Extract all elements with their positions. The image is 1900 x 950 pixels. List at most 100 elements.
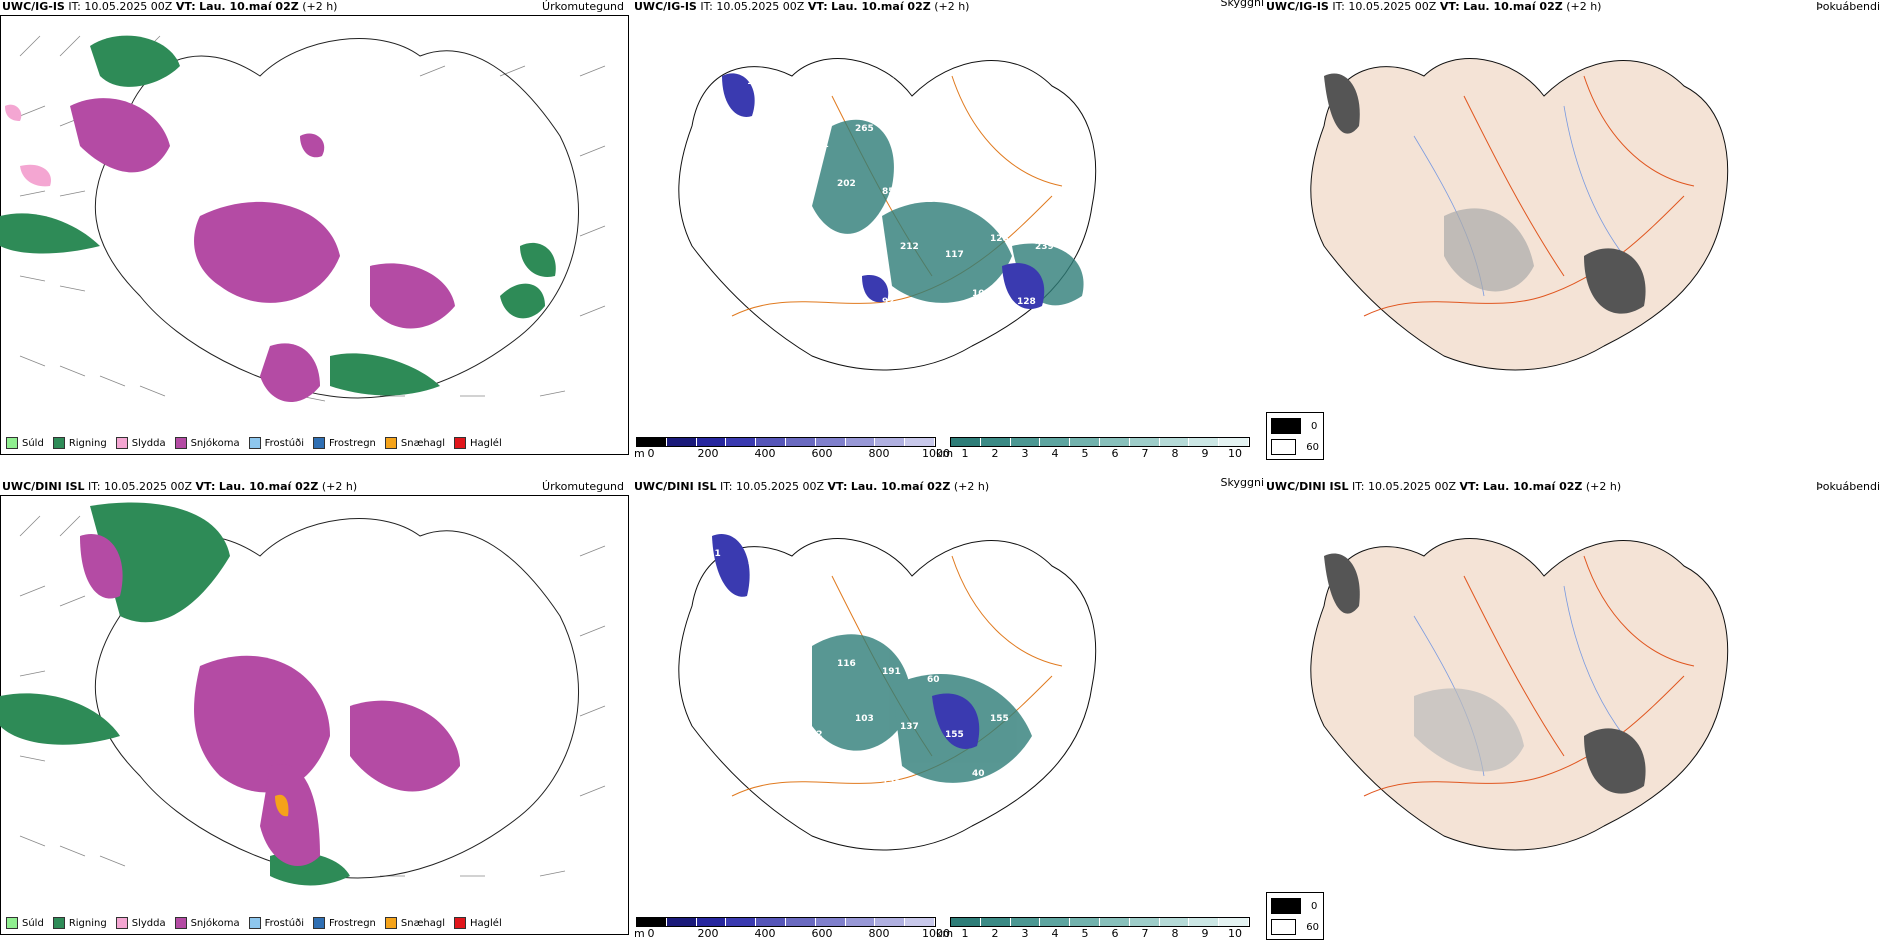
precip-map (0, 35, 606, 403)
ceiling-label: 12 (945, 140, 958, 150)
legend-swatch (248, 437, 261, 449)
ceiling-label: 111 (702, 549, 721, 559)
panel-name: Þokuábendi (1816, 480, 1880, 493)
legend-item: Súld (6, 437, 44, 449)
legend-swatch (454, 437, 467, 449)
colorbar-tick: 10 (1228, 447, 1242, 460)
ceiling-label: 76 (882, 77, 895, 87)
ceiling-label: 158 (810, 620, 829, 630)
ceiling-label: 63 (702, 769, 715, 779)
colorbar-tick: 7 (1141, 927, 1149, 940)
ceiling-label: 112 (855, 604, 874, 614)
ceiling-label: 15 (900, 132, 913, 142)
legend-item: Snæhagl (384, 917, 445, 929)
ceiling-label: 76 (1017, 667, 1030, 677)
colorbar-tick: 10 (1228, 927, 1242, 940)
visibility-map: 92 17 71 88 76 137 41 22 07 114 171 265 15 12 62 95 26 60… (678, 58, 1097, 371)
ceiling-label: 38 (792, 675, 805, 685)
row1-fog-panel: UWC/IG-IS IT: 10.05.2025 00Z VT: Lau. 10… (1264, 0, 1900, 460)
colorbar-cell (726, 438, 757, 446)
colorbar-tick: 1000 (922, 927, 950, 940)
ceiling-label: 55 (765, 242, 778, 252)
colorbar-cell (905, 438, 935, 446)
ceiling-label: 128 (990, 234, 1009, 244)
colorbar-cell (696, 918, 727, 926)
ceiling-label: 40 (1035, 612, 1048, 622)
legend-item: Frostúði (248, 437, 304, 449)
ceiling-label: 116 (837, 659, 856, 669)
colorbar-tick: 800 (868, 447, 890, 460)
colorbar-cell (845, 438, 876, 446)
colorbar-cell (1159, 438, 1190, 446)
ceiling-label: 92 (702, 69, 715, 79)
ceiling-label: 40 (972, 769, 985, 779)
ceiling-label: 36 (747, 777, 760, 787)
fog-scale: 0 60 (1266, 892, 1324, 940)
ceiling-label: 155 (945, 730, 964, 740)
panel-name: Úrkomutegund (542, 0, 624, 13)
colorbar-cell (951, 918, 981, 926)
colorbar-tick: 3 (1021, 927, 1029, 940)
colorbar-cell (756, 438, 786, 446)
ceiling-label: 88 (837, 69, 850, 79)
colorbar-cell (1070, 438, 1100, 446)
legend-swatch (52, 917, 65, 929)
ceiling-label: 62 (990, 124, 1003, 134)
ceiling-label: 122 (720, 344, 739, 354)
ceiling-label: 36 (837, 769, 850, 779)
legend-item: Snæhagl (384, 437, 445, 449)
legend-item: Haglél (454, 437, 502, 449)
legend-swatch (454, 917, 467, 929)
ceiling-label: 149 (927, 305, 946, 315)
visibility-colorbar: km 1 2 3 4 5 6 7 8 9 10 (936, 437, 1250, 460)
ceiling-label: 152 (972, 659, 991, 669)
row2-fog-panel: UWC/DINI ISL IT: 10.05.2025 00Z VT: Lau.… (1264, 480, 1900, 940)
panel-title: UWC/DINI ISL IT: 10.05.2025 00Z VT: Lau.… (2, 480, 358, 493)
colorbar-tick: 0 (647, 927, 655, 940)
colorbar-cell (756, 918, 786, 926)
ceiling-label: 143 (855, 234, 874, 244)
ceiling-label: 68 (1017, 557, 1030, 567)
ceiling-label: 89 (765, 612, 778, 622)
colorbar-tick: 400 (754, 927, 776, 940)
ceiling-colorbar: m 0 200 400 600 800 1000 (634, 437, 950, 460)
colorbar-cell (1219, 438, 1249, 446)
colorbar-cell (637, 918, 667, 926)
ceiling-label: 143 (765, 722, 784, 732)
legend-swatch (384, 437, 397, 449)
legend-item: Snjókoma (174, 437, 240, 449)
legend-swatch (174, 917, 187, 929)
ceiling-label: 41 (972, 69, 985, 79)
ceiling-label: 60 (927, 675, 940, 685)
ceiling-label: 52 (720, 234, 733, 244)
legend-swatch (384, 917, 397, 929)
colorbar-cell (1189, 918, 1220, 926)
colorbar-tick: 4 (1051, 927, 1059, 940)
legend-swatch (313, 437, 325, 449)
ceiling-label: 07 (720, 124, 733, 134)
ceiling-label: 17 (747, 77, 760, 87)
legend-swatch (313, 917, 325, 929)
legend-item: Frostregn (313, 917, 376, 929)
colorbar-cell (1189, 438, 1220, 446)
ceiling-label: 62 (810, 730, 823, 740)
row2-visibility-panel: UWC/DINI ISL IT: 10.05.2025 00Z VT: Lau.… (632, 476, 1264, 940)
colorbar-tick: 2 (991, 447, 999, 460)
ceiling-label: 86 (972, 549, 985, 559)
fog-map (1310, 538, 1729, 851)
colorbar-cell (980, 438, 1011, 446)
legend-item: Haglél (454, 917, 502, 929)
colorbar-cell (875, 918, 906, 926)
colorbar-cell (815, 438, 846, 446)
legend-item: Súld (6, 917, 44, 929)
ceiling-label: 60 (747, 187, 760, 197)
colorbar-tick: 200 (697, 447, 719, 460)
ceiling-label: 155 (990, 714, 1009, 724)
ceiling-label: 22 (1017, 77, 1030, 87)
colorbar-cell (1129, 918, 1160, 926)
ceiling-label: 109 (927, 565, 946, 575)
panel-title: UWC/DINI ISL IT: 10.05.2025 00Z VT: Lau.… (634, 480, 990, 493)
legend-item: Rigning (52, 917, 107, 929)
row2-precip-panel: UWC/DINI ISL IT: 10.05.2025 00Z VT: Lau.… (0, 480, 630, 935)
colorbar-cell (1040, 918, 1071, 926)
